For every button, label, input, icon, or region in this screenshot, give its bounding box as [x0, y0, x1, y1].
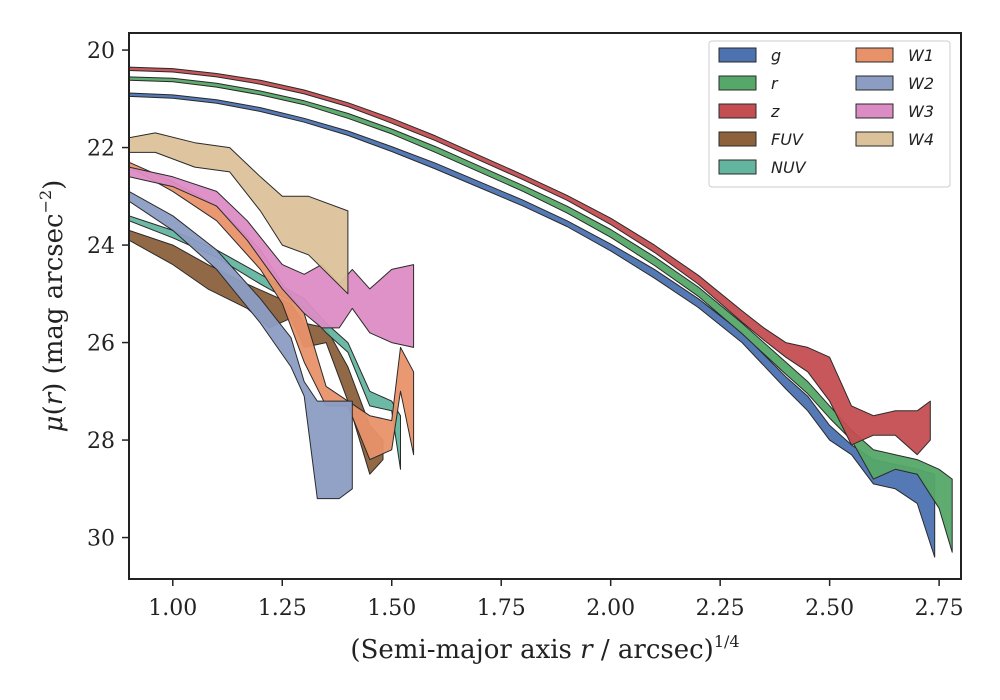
legend-swatch-w2: [855, 75, 894, 91]
x-tick-label: 2.50: [805, 596, 854, 621]
x-tick-label: 2.25: [696, 596, 745, 621]
legend-swatch-z: [718, 103, 757, 119]
y-tick-label: 26: [87, 332, 115, 357]
y-tick-label: 24: [87, 234, 115, 259]
band-fuv: [129, 229, 384, 475]
y-axis-ticks: 20 22 24 26 28 30: [87, 39, 129, 552]
legend-swatch-nuv: [718, 159, 757, 175]
x-tick-label: 1.50: [367, 596, 416, 621]
band-g: [129, 92, 936, 558]
x-tick-label: 1.00: [148, 596, 197, 621]
x-tick-label: 1.25: [258, 596, 307, 621]
band-r: [129, 76, 953, 553]
y-tick-label: 22: [87, 137, 115, 162]
legend-label-w1: W1: [908, 46, 934, 65]
band-w3: [129, 166, 415, 348]
y-tick-label: 20: [87, 39, 115, 64]
plot-frame: [128, 32, 962, 580]
legend-label-w3: W3: [908, 102, 934, 121]
y-tick-label: 30: [87, 527, 115, 552]
band-z: [129, 66, 931, 456]
x-tick-label: 1.75: [477, 596, 526, 621]
legend-swatch-g: [718, 47, 757, 63]
band-w2: [129, 190, 353, 500]
legend-swatch-w4: [855, 131, 894, 147]
y-axis-label: μ(r) (mag arcsec−2): [36, 180, 69, 433]
legend-label-g: g: [771, 46, 781, 65]
x-tick-label: 2.00: [586, 596, 635, 621]
legend-swatch-w3: [855, 103, 894, 119]
legend-label-w2: W2: [908, 74, 934, 93]
legend-label-fuv: FUV: [771, 130, 804, 149]
legend-swatch-w1: [855, 47, 894, 63]
legend-label-nuv: NUV: [771, 158, 807, 177]
legend-swatch-fuv: [718, 131, 757, 147]
legend-label-w4: W4: [908, 130, 934, 149]
x-axis-label: (Semi-major axis r / arcsec)1/4: [350, 632, 739, 665]
legend-label-z: z: [770, 102, 780, 121]
legend-label-r: r: [771, 74, 779, 93]
x-tick-label: 2.75: [915, 596, 964, 621]
profile-bands: [129, 66, 953, 558]
band-w4: [129, 132, 349, 295]
y-tick-label: 28: [87, 429, 115, 454]
legend: grz FUV NUV W1 W2 W3 W4: [708, 40, 951, 188]
legend-swatch-r: [718, 75, 757, 91]
x-axis-ticks: 1.00 1.25 1.50 1.75 2.00 2.25 2.50 2.75: [148, 579, 964, 621]
